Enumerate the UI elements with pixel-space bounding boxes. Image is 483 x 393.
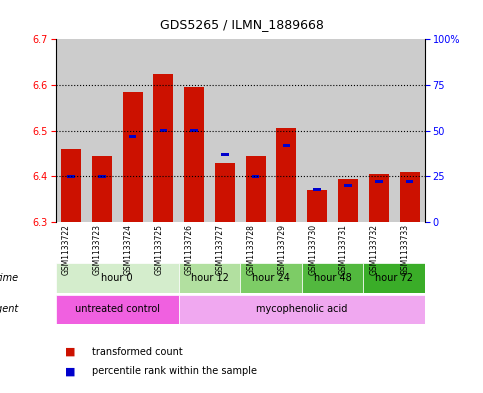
Bar bbox=[271, 39, 302, 222]
Bar bbox=[252, 175, 259, 178]
Text: GSM1133722: GSM1133722 bbox=[62, 224, 71, 275]
Bar bbox=[117, 39, 148, 222]
Bar bbox=[241, 263, 302, 293]
Text: transformed count: transformed count bbox=[92, 347, 183, 357]
Bar bbox=[240, 39, 271, 222]
Bar bbox=[184, 87, 204, 222]
Bar bbox=[302, 263, 364, 293]
Bar bbox=[246, 156, 266, 222]
Bar bbox=[302, 39, 333, 222]
Text: GSM1133723: GSM1133723 bbox=[93, 224, 102, 275]
Bar bbox=[307, 190, 327, 222]
Bar bbox=[179, 295, 425, 324]
Text: GSM1133727: GSM1133727 bbox=[216, 224, 225, 275]
Bar bbox=[399, 172, 420, 222]
Text: GSM1133729: GSM1133729 bbox=[277, 224, 286, 275]
Bar bbox=[92, 156, 112, 222]
Bar bbox=[98, 175, 105, 178]
Bar bbox=[56, 263, 179, 293]
Text: hour 24: hour 24 bbox=[252, 273, 290, 283]
Text: time: time bbox=[0, 273, 19, 283]
Bar bbox=[179, 39, 210, 222]
Text: GSM1133732: GSM1133732 bbox=[370, 224, 379, 275]
Bar bbox=[338, 179, 358, 222]
Text: ■: ■ bbox=[65, 366, 76, 376]
Bar bbox=[123, 92, 142, 222]
Bar bbox=[369, 174, 389, 222]
Bar bbox=[210, 39, 240, 222]
Bar bbox=[283, 144, 290, 147]
Bar bbox=[313, 187, 321, 191]
Bar bbox=[67, 175, 75, 178]
Bar bbox=[364, 39, 394, 222]
Text: percentile rank within the sample: percentile rank within the sample bbox=[92, 366, 257, 376]
Bar bbox=[179, 263, 240, 293]
Bar bbox=[215, 163, 235, 222]
Bar bbox=[344, 184, 352, 187]
Bar bbox=[333, 39, 364, 222]
Text: GSM1133726: GSM1133726 bbox=[185, 224, 194, 275]
Text: hour 72: hour 72 bbox=[375, 273, 413, 283]
Bar bbox=[159, 129, 167, 132]
Bar bbox=[129, 134, 136, 138]
Text: GSM1133728: GSM1133728 bbox=[247, 224, 256, 275]
Text: GDS5265 / ILMN_1889668: GDS5265 / ILMN_1889668 bbox=[159, 18, 324, 31]
Bar bbox=[190, 129, 198, 132]
Text: GSM1133730: GSM1133730 bbox=[308, 224, 317, 275]
Text: ■: ■ bbox=[65, 347, 76, 357]
Bar bbox=[406, 180, 413, 184]
Bar bbox=[394, 39, 425, 222]
Bar bbox=[61, 149, 81, 222]
Bar bbox=[148, 39, 179, 222]
Bar bbox=[221, 153, 228, 156]
Bar bbox=[364, 263, 425, 293]
Text: hour 0: hour 0 bbox=[101, 273, 133, 283]
Text: GSM1133725: GSM1133725 bbox=[154, 224, 163, 275]
Bar bbox=[276, 129, 297, 222]
Text: GSM1133733: GSM1133733 bbox=[400, 224, 410, 275]
Bar bbox=[375, 180, 383, 184]
Text: hour 12: hour 12 bbox=[191, 273, 228, 283]
Text: GSM1133724: GSM1133724 bbox=[124, 224, 132, 275]
Bar bbox=[86, 39, 117, 222]
Text: GSM1133731: GSM1133731 bbox=[339, 224, 348, 275]
Bar bbox=[56, 295, 179, 324]
Bar bbox=[56, 39, 86, 222]
Text: untreated control: untreated control bbox=[75, 305, 159, 314]
Text: hour 48: hour 48 bbox=[314, 273, 352, 283]
Bar bbox=[153, 73, 173, 222]
Text: mycophenolic acid: mycophenolic acid bbox=[256, 305, 348, 314]
Text: agent: agent bbox=[0, 305, 19, 314]
